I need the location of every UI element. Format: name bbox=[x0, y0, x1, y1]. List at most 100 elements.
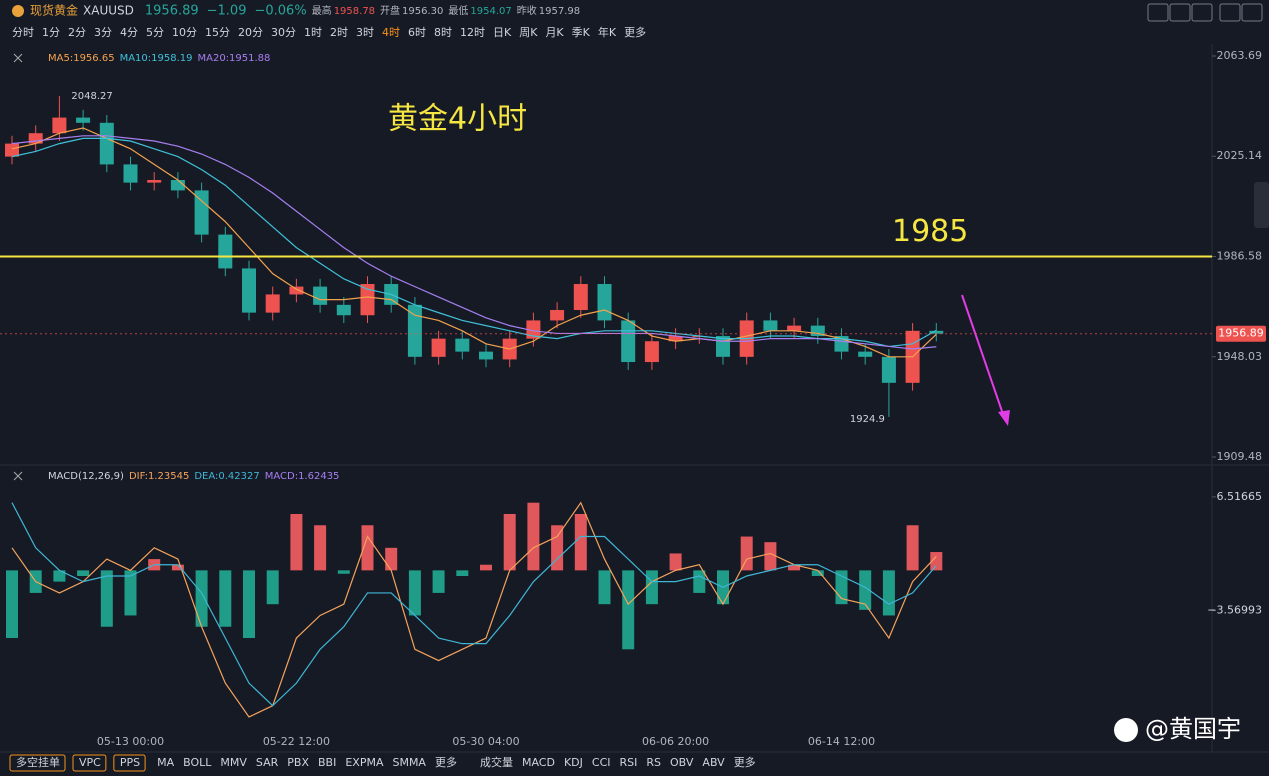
toolbar-item[interactable]: SAR bbox=[256, 756, 279, 769]
timeframe[interactable]: 1时 bbox=[304, 26, 322, 39]
candle-body bbox=[597, 284, 612, 321]
toolbar-button[interactable]: PPS bbox=[120, 756, 140, 769]
toolbar-item[interactable]: MACD bbox=[522, 756, 555, 769]
toolbar-item[interactable]: EXPMA bbox=[345, 756, 384, 769]
toolbar-item[interactable]: KDJ bbox=[564, 756, 583, 769]
timeframe[interactable]: 3分 bbox=[94, 26, 112, 39]
macd-bar bbox=[788, 564, 801, 571]
candle-body bbox=[573, 284, 588, 311]
timeframe[interactable]: 月K bbox=[545, 26, 564, 39]
close-icons[interactable] bbox=[13, 53, 23, 481]
toolbar-item[interactable]: 更多 bbox=[734, 755, 756, 769]
timeframe[interactable]: 年K bbox=[598, 25, 617, 39]
toolbar-item[interactable]: RS bbox=[646, 756, 661, 769]
candle-body bbox=[550, 310, 565, 321]
y-tick-label: 2063.69 bbox=[1217, 49, 1263, 62]
x-tick-label: 05-13 00:00 bbox=[97, 735, 164, 748]
toolbar-box[interactable] bbox=[72, 754, 107, 772]
candle-body bbox=[99, 122, 114, 165]
candle-body bbox=[28, 133, 43, 144]
timeframe[interactable]: 分时 bbox=[12, 26, 34, 39]
timeframe[interactable]: 12时 bbox=[460, 26, 485, 39]
y-tick-label: 1986.58 bbox=[1217, 250, 1263, 263]
timeframe[interactable]: 4时 bbox=[382, 26, 400, 39]
timeframe[interactable]: 周K bbox=[519, 26, 538, 39]
y-tick-label: 2025.14 bbox=[1217, 149, 1263, 162]
macd-bar bbox=[693, 570, 706, 593]
toolbar-item[interactable]: MA bbox=[157, 756, 174, 769]
top-icons[interactable] bbox=[1147, 3, 1263, 22]
candle-body bbox=[810, 325, 825, 337]
toolbar-button[interactable]: VPC bbox=[79, 756, 101, 769]
toolbar-item[interactable]: BBI bbox=[318, 756, 336, 769]
timeframe[interactable]: 20分 bbox=[238, 26, 263, 39]
candle-body bbox=[265, 294, 280, 313]
candle-body bbox=[787, 325, 802, 331]
candle-body bbox=[929, 330, 944, 334]
candle-body bbox=[668, 336, 683, 342]
stat-value: 1957.98 bbox=[539, 6, 580, 17]
macd-bar bbox=[432, 570, 445, 593]
gold-icon bbox=[12, 5, 24, 17]
candle-body bbox=[858, 351, 873, 357]
timeframe[interactable]: 1分 bbox=[42, 26, 60, 39]
toolbar-item[interactable]: MMV bbox=[220, 756, 247, 769]
toolbar-item[interactable]: 更多 bbox=[435, 755, 457, 769]
arrow bbox=[961, 294, 1006, 421]
timeframe[interactable]: 2分 bbox=[68, 26, 86, 39]
timeframe[interactable]: 4分 bbox=[120, 26, 138, 39]
timeframe[interactable]: 15分 bbox=[205, 26, 230, 39]
candle-body bbox=[123, 164, 138, 183]
toolbar-item[interactable]: CCI bbox=[592, 756, 611, 769]
toolbar-box[interactable] bbox=[9, 754, 66, 772]
timeframe[interactable]: 季K bbox=[572, 26, 591, 39]
symbol-code: XAUUSD bbox=[83, 4, 134, 18]
legend-item: DIF:1.23545 bbox=[129, 471, 189, 482]
toolbar-item[interactable]: ABV bbox=[702, 756, 725, 769]
candle-body bbox=[147, 180, 162, 183]
legend-item: DEA:0.42327 bbox=[194, 471, 259, 482]
ma-line bbox=[11, 127, 937, 358]
stat-label: 昨收 bbox=[517, 4, 537, 17]
timeframe[interactable]: 10分 bbox=[172, 26, 197, 39]
timeframe[interactable]: 3时 bbox=[356, 26, 374, 39]
timeframe[interactable]: 更多 bbox=[624, 25, 646, 39]
candle-body bbox=[455, 338, 470, 352]
toolbar-item[interactable]: 成交量 bbox=[480, 755, 513, 769]
timeframe[interactable]: 8时 bbox=[434, 26, 452, 39]
toolbar-item[interactable]: OBV bbox=[670, 756, 694, 769]
toolbar-item[interactable]: BOLL bbox=[183, 756, 212, 769]
hline-label: 1985 bbox=[892, 214, 968, 249]
timeframe[interactable]: 5分 bbox=[146, 26, 164, 39]
arrow-head bbox=[998, 410, 1010, 426]
macd-bar bbox=[930, 552, 943, 571]
x-tick-label: 06-06 20:00 bbox=[642, 735, 709, 748]
toolbar-item[interactable]: SMMA bbox=[392, 756, 426, 769]
timeframe[interactable]: 2时 bbox=[330, 26, 348, 39]
toolbar-item[interactable]: PBX bbox=[287, 756, 309, 769]
toolbar-item[interactable]: RSI bbox=[620, 756, 638, 769]
side-toggle[interactable] bbox=[1254, 182, 1269, 228]
macd-bar bbox=[171, 564, 184, 571]
toolbar-box[interactable] bbox=[113, 754, 146, 772]
timeframe[interactable]: 6时 bbox=[408, 26, 426, 39]
legend-item: MA20:1951.88 bbox=[197, 53, 270, 64]
toolbar-button[interactable]: 多空挂单 bbox=[16, 755, 60, 769]
indicator-title: MACD(12,26,9) bbox=[48, 471, 124, 482]
candle-body bbox=[313, 286, 328, 305]
timeframe[interactable]: 30分 bbox=[271, 26, 296, 39]
x-tick-label: 05-30 04:00 bbox=[452, 735, 519, 748]
macd-bar bbox=[859, 570, 872, 610]
candle-body bbox=[336, 304, 351, 316]
macd-bar bbox=[6, 570, 18, 639]
candle-body bbox=[194, 190, 209, 235]
macd-bar bbox=[882, 570, 895, 616]
timeframe[interactable]: 日K bbox=[493, 26, 512, 39]
macd-bar bbox=[622, 570, 635, 650]
stat-label: 最低 bbox=[448, 4, 468, 17]
candle-body bbox=[76, 117, 91, 123]
price: 1956.89 bbox=[145, 4, 199, 19]
